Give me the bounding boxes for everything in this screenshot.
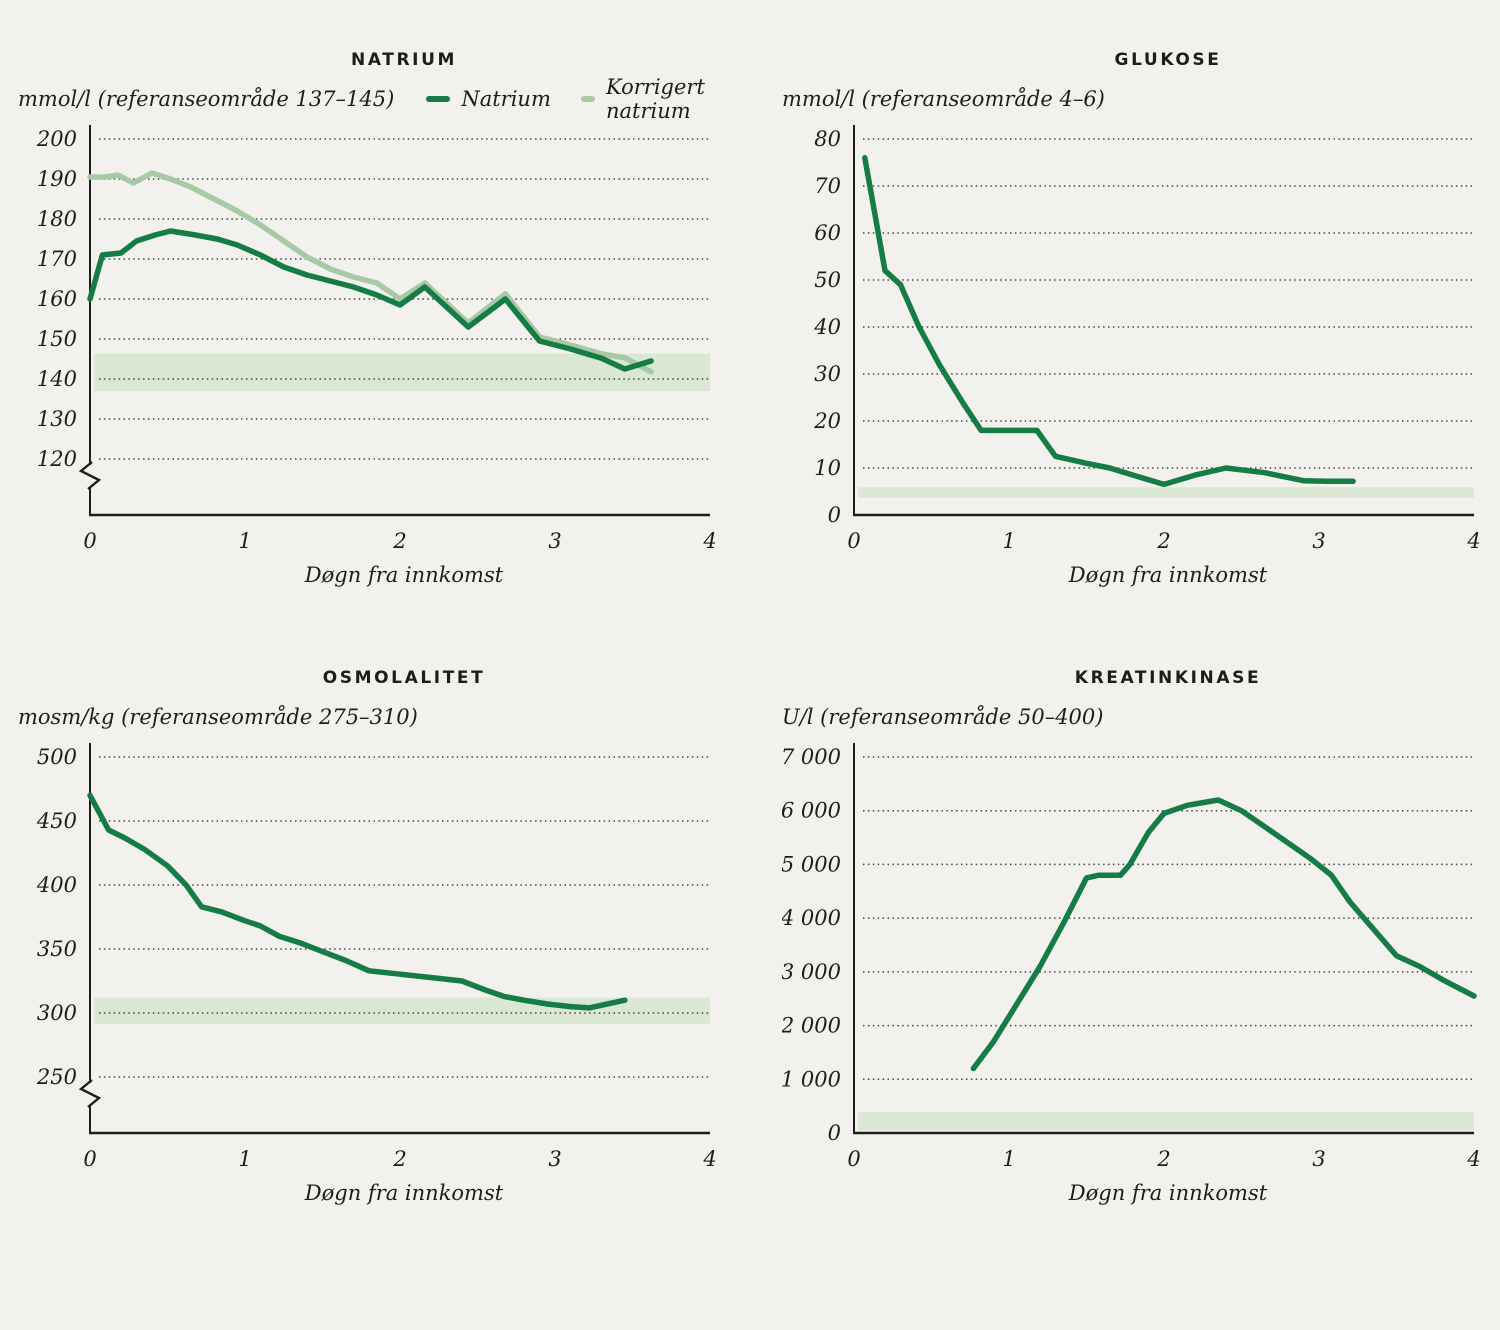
unit-label-glukose: mmol/l (referanseområde 4–6) — [782, 87, 1105, 111]
chart-title-glukose: GLUKOSE — [1114, 50, 1222, 70]
svg-text:0: 0 — [847, 1147, 860, 1171]
svg-text:0: 0 — [83, 529, 96, 553]
svg-text:120: 120 — [37, 447, 77, 471]
svg-text:0: 0 — [828, 503, 841, 527]
chart-canvas-natrium: 120 130 140 150 160 170 180 190 200 0 1 2 3 4 — [18, 115, 718, 555]
svg-text:160: 160 — [37, 287, 77, 311]
panel-kreatinkinase: KREATINKINASE U/l (referanseområde 50–40… — [780, 668, 1482, 1205]
svg-text:190: 190 — [37, 167, 77, 191]
svg-text:4: 4 — [1466, 1147, 1480, 1171]
svg-text:4: 4 — [702, 1147, 716, 1171]
svg-text:500: 500 — [37, 745, 77, 769]
svg-text:30: 30 — [814, 362, 841, 386]
svg-text:80: 80 — [814, 127, 841, 151]
svg-text:60: 60 — [814, 221, 841, 245]
legend-item-korrigert-natrium: Korrigert natrium — [580, 75, 718, 123]
svg-text:1: 1 — [1002, 529, 1015, 553]
subtitle-row-osmolalitet: mosm/kg (referanseområde 275–310) — [18, 703, 718, 731]
chart-canvas-osmolalitet: 250 300 350 400 450 500 0 1 2 3 4 — [18, 733, 718, 1173]
svg-text:3: 3 — [548, 529, 561, 553]
panel-glukose: GLUKOSE mmol/l (referanseområde 4–6) 0 10… — [782, 50, 1482, 587]
svg-text:1: 1 — [238, 1147, 251, 1171]
svg-text:4: 4 — [1466, 529, 1480, 553]
svg-text:50: 50 — [814, 268, 841, 292]
svg-text:250: 250 — [36, 1065, 77, 1089]
svg-text:2: 2 — [392, 529, 406, 553]
svg-text:2 000: 2 000 — [782, 1014, 841, 1038]
svg-text:150: 150 — [37, 327, 77, 351]
legend-label-korrigert-natrium: Korrigert natrium — [605, 75, 705, 123]
chart-title-natrium: NATRIUM — [351, 50, 457, 70]
svg-text:300: 300 — [37, 1001, 77, 1025]
x-axis-title-glukose: Døgn fra innkomst — [1068, 563, 1268, 587]
svg-text:3: 3 — [1312, 529, 1325, 553]
svg-text:140: 140 — [37, 367, 77, 391]
svg-text:70: 70 — [814, 174, 841, 198]
svg-text:2: 2 — [392, 1147, 406, 1171]
legend-label-natrium: Natrium — [461, 87, 551, 111]
svg-text:2: 2 — [1156, 529, 1170, 553]
svg-text:3: 3 — [1312, 1147, 1325, 1171]
svg-text:1: 1 — [238, 529, 251, 553]
panel-natrium: NATRIUM mmol/l (referanseområde 137–145)… — [18, 50, 718, 587]
svg-text:0: 0 — [828, 1121, 841, 1145]
svg-text:170: 170 — [37, 247, 77, 271]
svg-text:20: 20 — [813, 409, 841, 433]
svg-text:10: 10 — [814, 456, 841, 480]
svg-text:6 000: 6 000 — [782, 799, 841, 823]
chart-title-kreatinkinase: KREATINKINASE — [1074, 668, 1262, 688]
subtitle-row-natrium: mmol/l (referanseområde 137–145) Natrium… — [18, 75, 718, 123]
natrium-series-swatch-icon — [426, 96, 451, 102]
svg-text:40: 40 — [813, 315, 841, 339]
x-axis-title-kreatinkinase: Døgn fra innkomst — [1068, 1181, 1268, 1205]
svg-text:1: 1 — [1002, 1147, 1015, 1171]
legend-natrium: Natrium Korrigert natrium — [426, 75, 718, 123]
legend-item-natrium: Natrium — [426, 87, 551, 111]
panel-osmolalitet: OSMOLALITET mosm/kg (referanseområde 275… — [18, 668, 718, 1205]
x-axis-title-osmolalitet: Døgn fra innkomst — [304, 1181, 504, 1205]
svg-text:450: 450 — [36, 809, 77, 833]
svg-text:7 000: 7 000 — [782, 745, 841, 769]
subtitle-row-glukose: mmol/l (referanseområde 4–6) — [782, 85, 1482, 113]
svg-text:3: 3 — [548, 1147, 561, 1171]
svg-text:400: 400 — [36, 873, 77, 897]
svg-text:0: 0 — [847, 529, 860, 553]
svg-text:200: 200 — [36, 127, 77, 151]
x-axis-title-natrium: Døgn fra innkomst — [304, 563, 504, 587]
unit-label-osmolalitet: mosm/kg (referanseområde 275–310) — [18, 705, 418, 729]
svg-text:0: 0 — [83, 1147, 96, 1171]
svg-text:4 000: 4 000 — [782, 906, 841, 930]
svg-text:130: 130 — [37, 407, 77, 431]
chart-title-osmolalitet: OSMOLALITET — [322, 668, 486, 688]
svg-text:3 000: 3 000 — [782, 960, 841, 984]
svg-text:4: 4 — [702, 529, 716, 553]
subtitle-row-kreatinkinase: U/l (referanseområde 50–400) — [782, 703, 1482, 731]
svg-text:1 000: 1 000 — [782, 1067, 841, 1091]
svg-text:5 000: 5 000 — [782, 852, 841, 876]
svg-text:2: 2 — [1156, 1147, 1170, 1171]
chart-canvas-glukose: 0 10 20 30 40 50 60 70 80 0 1 2 3 4 — [782, 115, 1482, 555]
chart-canvas-kreatinkinase: 0 1 000 2 000 3 000 4 000 5 000 6 000 7 000 0 1 2 3… — [780, 733, 1482, 1173]
unit-label-natrium: mmol/l (referanseområde 137–145) — [18, 87, 395, 111]
korrigert-natrium-series-swatch-icon — [580, 96, 595, 102]
svg-text:180: 180 — [37, 207, 77, 231]
svg-text:350: 350 — [37, 937, 77, 961]
unit-label-kreatinkinase: U/l (referanseområde 50–400) — [782, 705, 1104, 729]
